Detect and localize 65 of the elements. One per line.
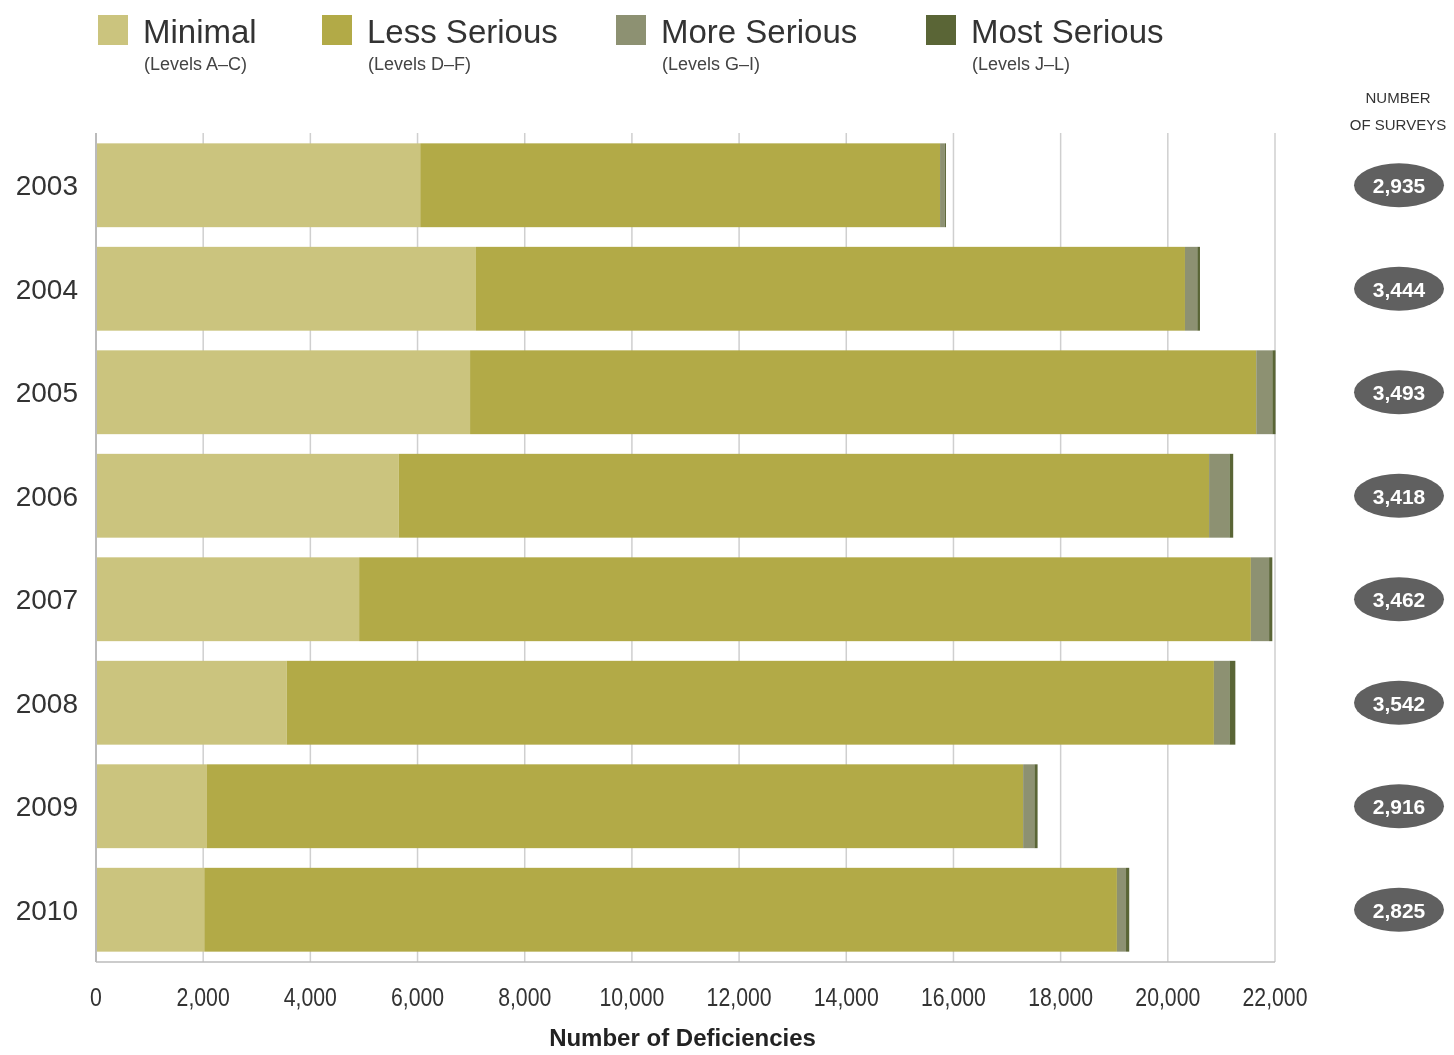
bar — [96, 764, 207, 849]
bar — [96, 246, 476, 331]
bar — [96, 660, 287, 745]
x-tick-label: 16,000 — [920, 983, 986, 1012]
bar — [96, 143, 421, 228]
y-tick-label: 2008 — [15, 687, 78, 719]
bar — [96, 453, 399, 538]
bar — [1269, 557, 1273, 642]
text: NUMBER OF SURVEYS — [1349, 89, 1447, 133]
bar — [1126, 867, 1130, 952]
bar — [1184, 246, 1198, 331]
x-axis-title: Number of Deficiencies — [549, 1024, 816, 1051]
bar — [96, 350, 471, 435]
y-tick-label: 2010 — [15, 894, 78, 926]
legend-label: Minimal (Levels A–C) — [143, 13, 257, 74]
text: 3,444 — [1372, 277, 1426, 301]
bar — [204, 867, 1117, 952]
text: 2,935 — [1372, 174, 1426, 198]
y-tick-label: 2003 — [15, 170, 78, 202]
bar — [286, 660, 1214, 745]
x-tick-label: 0 — [90, 983, 102, 1012]
text: 3,418 — [1372, 484, 1426, 508]
bar — [1116, 867, 1127, 952]
legend-label: Less Serious (Levels D–F) — [367, 13, 558, 74]
bar — [1256, 350, 1273, 435]
bar — [96, 557, 360, 642]
bar — [1250, 557, 1270, 642]
x-tick-label: 8,000 — [498, 983, 552, 1012]
bar — [1229, 660, 1236, 745]
bar — [1197, 246, 1200, 331]
text: 3,493 — [1372, 381, 1426, 405]
bar — [1034, 764, 1038, 849]
x-tick-label: 18,000 — [1028, 983, 1094, 1012]
bar — [940, 143, 945, 228]
bar — [1209, 453, 1230, 538]
bar — [470, 350, 1257, 435]
y-tick-label: 2005 — [15, 377, 78, 409]
x-tick-label: 14,000 — [813, 983, 879, 1012]
y-tick-label: 2006 — [15, 480, 78, 512]
y-tick-label: 2004 — [15, 273, 78, 305]
x-tick-label: 6,000 — [390, 983, 445, 1012]
x-tick-label: 4,000 — [283, 983, 337, 1012]
bar — [1272, 350, 1276, 435]
bar — [398, 453, 1210, 538]
text: 3,542 — [1372, 691, 1426, 715]
bar — [420, 143, 941, 228]
legend-label: Most Serious (Levels J–L) — [971, 13, 1164, 74]
text: 2,825 — [1372, 898, 1426, 922]
x-tick-label: 2,000 — [176, 983, 230, 1012]
y-tick-label: 2009 — [15, 791, 78, 823]
bar — [1229, 453, 1234, 538]
bar — [206, 764, 1024, 849]
bar — [359, 557, 1251, 642]
x-tick-label: 12,000 — [706, 983, 772, 1012]
text: 3,462 — [1372, 588, 1426, 612]
y-tick-label: 2007 — [15, 584, 78, 616]
bar — [475, 246, 1185, 331]
bar — [96, 867, 205, 952]
x-tick-label: 20,000 — [1135, 983, 1201, 1012]
text: 2,916 — [1372, 795, 1426, 819]
x-tick-label: 22,000 — [1242, 983, 1308, 1012]
bar — [1213, 660, 1230, 745]
legend-label: More Serious (Levels G–I) — [661, 13, 858, 74]
x-tick-label: 10,000 — [599, 983, 665, 1012]
bar — [1023, 764, 1035, 849]
